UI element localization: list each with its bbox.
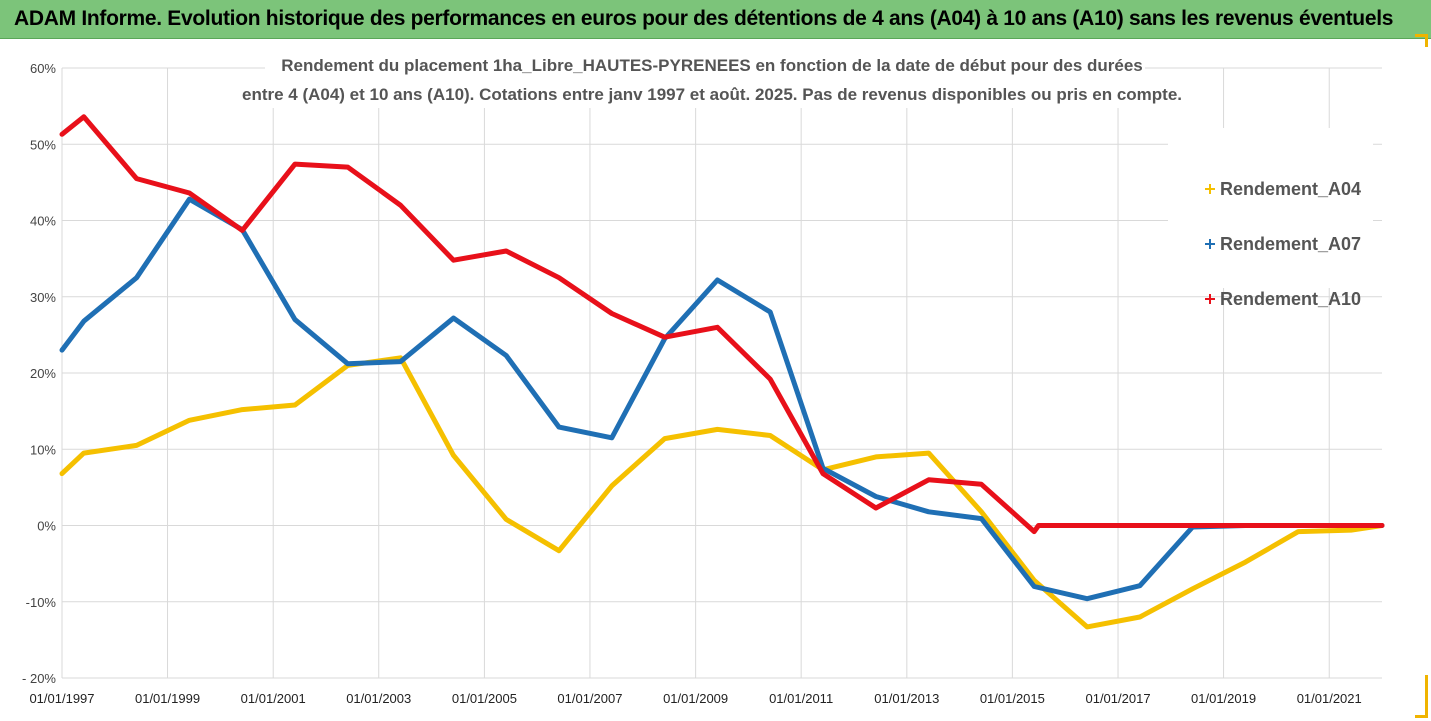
x-axis-ticks: 01/01/1997 01/01/1999 01/01/2001 01/01/2003… [29,691,1361,706]
subtitle-line-2: entre 4 (A04) et 10 ans (A10). Cotations… [242,85,1182,104]
y-tick-label: 60% [30,61,56,76]
series-line-rendement-a04 [59,355,1385,630]
y-tick-label: 0% [37,519,56,534]
title-banner: ADAM Informe. Evolution historique des p… [0,0,1431,39]
x-tick-label: 01/01/2011 [769,691,833,706]
x-tick-label: 01/01/2007 [557,691,622,706]
y-tick-label: 20% [30,366,56,381]
y-tick-label: 30% [30,290,56,305]
y-tick-label: 10% [30,442,56,457]
y-tick-label: 50% [30,137,56,152]
legend-label: Rendement_A10 [1220,289,1361,309]
x-tick-label: 01/01/2013 [874,691,939,706]
y-tick-label: - 20% [22,671,56,686]
subtitle-background [265,48,1145,108]
x-tick-label: 01/01/2017 [1085,691,1150,706]
legend-label: Rendement_A07 [1220,234,1361,254]
x-tick-label: 01/01/1997 [29,691,94,706]
x-tick-label: 01/01/2019 [1191,691,1256,706]
series-layer [59,114,1385,630]
corner-accent-bottom-right [1415,675,1428,718]
chart-subtitle: Rendement du placement 1ha_Libre_HAUTES-… [242,48,1182,108]
legend-background [1168,128,1373,288]
y-tick-label: 40% [30,214,56,229]
x-tick-label: 01/01/2015 [980,691,1045,706]
x-tick-label: 01/01/1999 [135,691,200,706]
y-tick-label: -10% [26,595,57,610]
y-axis-ticks: - 20% -10% 0% 10% 20% 30% 40% 50% 60% [22,61,56,686]
page-title: ADAM Informe. Evolution historique des p… [14,7,1394,30]
corner-accent-top-right [1415,34,1428,47]
x-tick-label: 01/01/2009 [663,691,728,706]
x-tick-label: 01/01/2001 [241,691,306,706]
series-line-rendement-a10 [59,114,1385,535]
x-tick-label: 01/01/2003 [346,691,411,706]
x-tick-label: 01/01/2021 [1297,691,1362,706]
legend: Rendement_A04 Rendement_A07 Rendement_A10 [1168,128,1373,309]
legend-label: Rendement_A04 [1220,179,1361,199]
x-tick-label: 01/01/2005 [452,691,517,706]
subtitle-line-1: Rendement du placement 1ha_Libre_HAUTES-… [281,56,1143,75]
performance-chart: - 20% -10% 0% 10% 20% 30% 40% 50% 60% 01/01/1997… [22,48,1385,706]
